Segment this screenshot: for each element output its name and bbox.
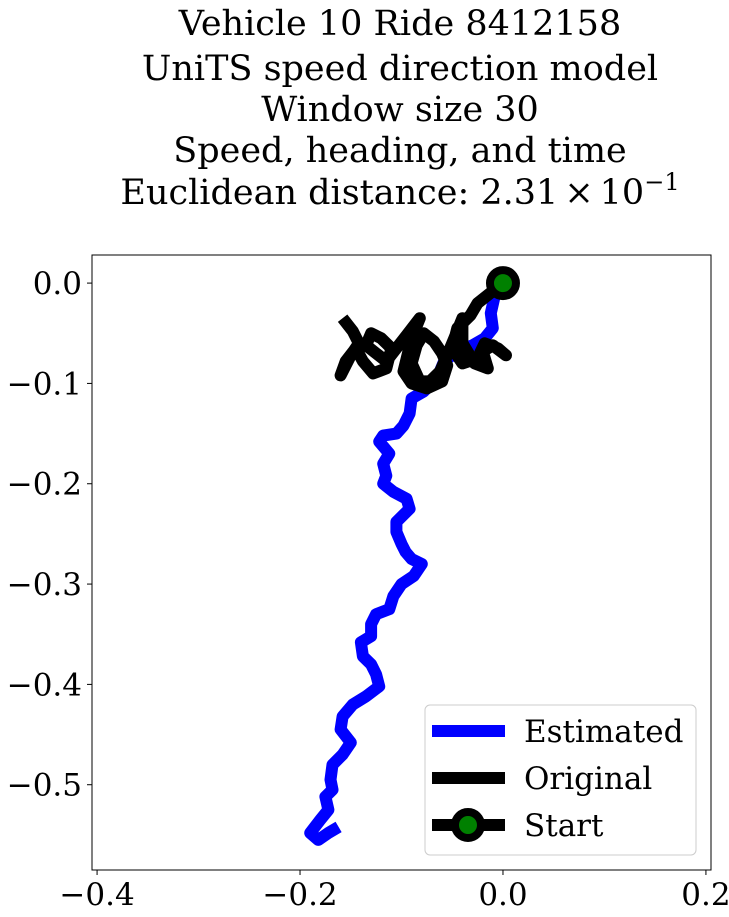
title-line-1: Vehicle 10 Ride 8412158 — [178, 4, 621, 44]
y-axis: 0.0 −0.1 −0.2 −0.3 −0.4 −0.5 — [7, 266, 92, 804]
x-tick-label: 0.2 — [681, 877, 729, 913]
title-metric-exponent: −1 — [644, 168, 679, 196]
x-axis: −0.4 −0.2 0.0 0.2 — [59, 870, 729, 913]
marker-layer — [485, 266, 520, 301]
series-line-original — [334, 278, 512, 395]
x-tick-label: −0.4 — [59, 877, 134, 913]
legend-label-estimated: Estimated — [524, 714, 683, 750]
title-metric-base: 10 — [600, 173, 645, 213]
title-metric-times: × — [564, 173, 593, 213]
x-tick-label: 0.0 — [478, 877, 527, 913]
title-line-2: UniTS speed direction model — [142, 49, 658, 89]
title-line-4: Speed, heading, and time — [173, 131, 626, 171]
axes-frame — [91, 254, 712, 871]
title-metric-mantissa: 2.31 — [480, 173, 558, 213]
y-tick-label: −0.2 — [7, 467, 82, 503]
title-line-3: Window size 30 — [261, 90, 539, 130]
x-tick-label: −0.2 — [262, 877, 337, 913]
legend-label-start: Start — [524, 808, 604, 844]
title-metric-prefix: Euclidean distance: — [120, 173, 480, 213]
start-marker — [485, 266, 520, 301]
y-tick-label: −0.1 — [7, 366, 82, 402]
y-tick-label: 0.0 — [33, 266, 82, 302]
legend: Estimated Original Start — [424, 704, 697, 856]
legend-label-original: Original — [524, 761, 652, 797]
y-tick-label: −0.3 — [7, 567, 82, 603]
y-tick-label: −0.4 — [7, 667, 82, 703]
legend-entry-estimated: Estimated — [432, 714, 683, 750]
legend-entry-original: Original — [432, 761, 652, 797]
series-layer — [304, 278, 512, 846]
legend-box — [424, 704, 697, 856]
series-line-estimated — [304, 279, 508, 846]
legend-entry-start: Start — [432, 808, 604, 844]
chart-title: Vehicle 10 Ride 8412158 UniTS speed dire… — [120, 4, 679, 213]
title-line-metric: Euclidean distance: 2.31 × 10−1 — [120, 168, 679, 213]
legend-marker-start — [451, 808, 485, 842]
y-tick-label: −0.5 — [7, 768, 82, 804]
